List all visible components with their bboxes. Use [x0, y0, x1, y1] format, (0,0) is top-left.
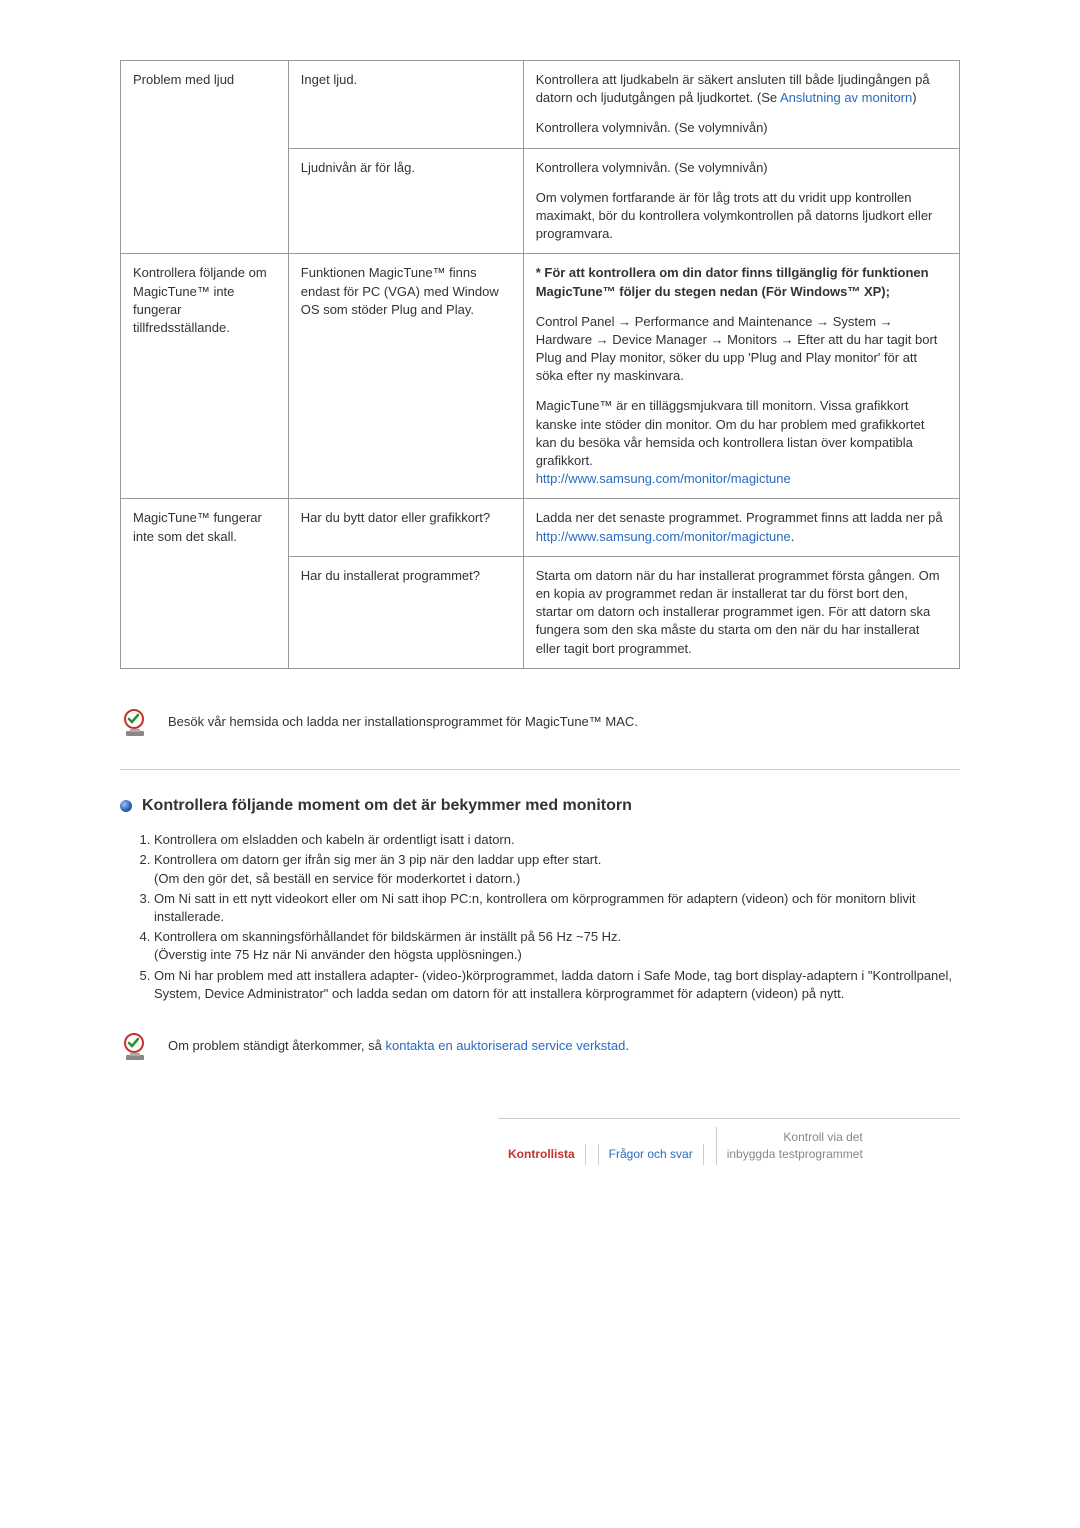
symptom-cell: Ljudnivån är för låg.: [288, 148, 523, 254]
tab-line2: inbyggda testprogrammet: [727, 1147, 863, 1161]
note-recurring-problem: Om problem ständigt återkommer, så konta…: [120, 1033, 960, 1068]
action-cell: * För att kontrollera om din dator finns…: [523, 254, 959, 499]
action-cell: Kontrollera att ljudkabeln är säkert ans…: [523, 61, 959, 149]
divider: [120, 769, 960, 770]
footer-tabs: Kontrollista Frågor och svar Kontroll vi…: [498, 1118, 960, 1165]
action-cell: Kontrollera volymnivån. (Se volymnivån) …: [523, 148, 959, 254]
symptom-cell: Har du installerat programmet?: [288, 556, 523, 668]
tab-checklist[interactable]: Kontrollista: [498, 1144, 586, 1165]
action-text: Kontrollera volymnivån. (Se volymnivån): [536, 159, 947, 177]
note-pre: Om problem ständigt återkommer, så: [168, 1038, 385, 1053]
problem-cell: Kontrollera följande om MagicTune™ inte …: [121, 254, 289, 499]
note-magictune-mac: Besök vår hemsida och ladda ner installa…: [120, 699, 960, 769]
action-text-post: ): [912, 90, 916, 105]
tab-faq[interactable]: Frågor och svar: [598, 1144, 704, 1165]
link-magictune-1[interactable]: http://www.samsung.com/monitor/magictune: [536, 471, 791, 486]
bullet-icon: [120, 800, 132, 812]
action-text: Kontrollera volymnivån. (Se volymnivån): [536, 119, 947, 137]
action-cell: Ladda ner det senaste programmet. Progra…: [523, 499, 959, 556]
action-text: Om volymen fortfarande är för låg trots …: [536, 189, 947, 244]
symptom-cell: Inget ljud.: [288, 61, 523, 149]
problem-cell: Problem med ljud: [121, 61, 289, 254]
list-item: Kontrollera om skanningsförhållandet för…: [154, 928, 960, 964]
troubleshooting-table: Problem med ljud Inget ljud. Kontrollera…: [120, 60, 960, 669]
section-title: Kontrollera följande moment om det är be…: [142, 795, 632, 817]
steps-list: Kontrollera om elsladden och kabeln är o…: [120, 831, 960, 1003]
list-item: Om Ni har problem med att installera ada…: [154, 967, 960, 1003]
monitor-check-icon: [120, 1033, 150, 1068]
action-text-post: .: [791, 529, 795, 544]
action-text: MagicTune™ är en tilläggsmjukvara till m…: [536, 398, 925, 468]
note-post: .: [625, 1038, 629, 1053]
action-text: Control Panel → Performance and Maintena…: [536, 313, 947, 386]
problem-cell: MagicTune™ fungerar inte som det skall.: [121, 499, 289, 668]
action-text: Ladda ner det senaste programmet. Progra…: [536, 510, 943, 525]
link-magictune-2[interactable]: http://www.samsung.com/monitor/magictune: [536, 529, 791, 544]
list-item: Om Ni satt in ett nytt videokort eller o…: [154, 890, 960, 926]
symptom-cell: Har du bytt dator eller grafikkort?: [288, 499, 523, 556]
list-item: Kontrollera om datorn ger ifrån sig mer …: [154, 851, 960, 887]
action-cell: Starta om datorn när du har installerat …: [523, 556, 959, 668]
link-connect-monitor[interactable]: Anslutning av monitorn: [780, 90, 912, 105]
action-text: Starta om datorn när du har installerat …: [536, 567, 947, 658]
link-service-workshop[interactable]: kontakta en auktoriserad service verksta…: [385, 1038, 625, 1053]
section-header: Kontrollera följande moment om det är be…: [120, 795, 960, 817]
action-text-bold: * För att kontrollera om din dator finns…: [536, 264, 947, 300]
list-item: Kontrollera om elsladden och kabeln är o…: [154, 831, 960, 849]
monitor-check-icon: [120, 709, 150, 744]
tab-builtin-test[interactable]: Kontroll via det inbyggda testprogrammet: [716, 1127, 873, 1165]
tab-line1: Kontroll via det: [783, 1130, 862, 1144]
note-text: Besök vår hemsida och ladda ner installa…: [168, 709, 638, 731]
symptom-cell: Funktionen MagicTune™ finns endast för P…: [288, 254, 523, 499]
